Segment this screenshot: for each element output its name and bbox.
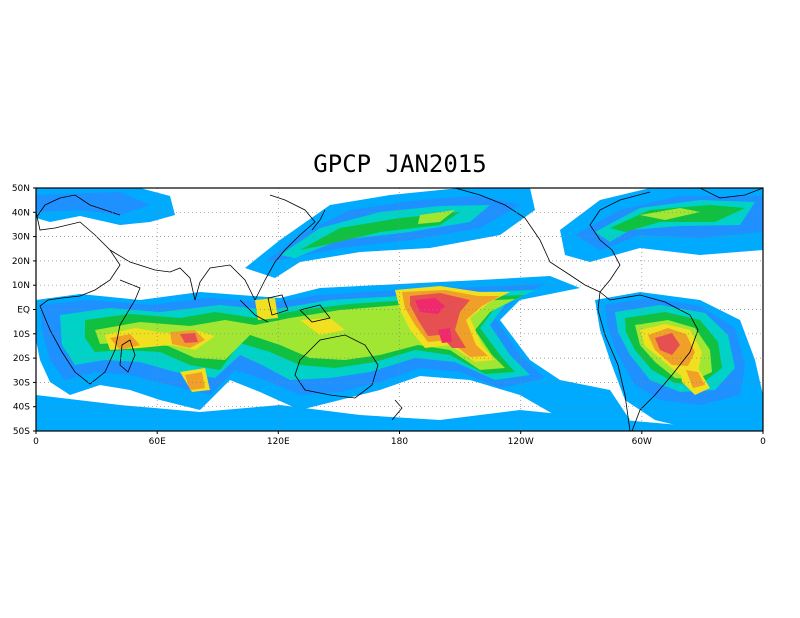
lon-labels: 0 60E 120E 180 120W 60W 0 <box>33 437 766 447</box>
lat-label: 40N <box>12 208 30 218</box>
lon-label: 120W <box>508 437 534 447</box>
lon-label: 120E <box>267 437 290 447</box>
lat-label: 20S <box>13 354 30 364</box>
coastlines <box>36 188 763 431</box>
lat-label: 20N <box>12 257 30 267</box>
lat-label: 50N <box>12 184 30 194</box>
lat-label: 30N <box>12 233 30 243</box>
lat-label: 10N <box>12 281 30 291</box>
graticule <box>36 188 763 431</box>
lat-label: 50S <box>13 427 30 437</box>
lon-label: 0 <box>760 437 766 447</box>
map-title: GPCP JAN2015 <box>313 150 487 178</box>
tick-marks <box>33 187 764 434</box>
lon-label: 0 <box>33 437 39 447</box>
precip-layer-magenta <box>415 298 452 343</box>
lat-labels: 50N 40N 30N 20N 10N EQ 10S 20S 30S 40S 5… <box>12 184 30 437</box>
lat-label: 10S <box>13 330 30 340</box>
lon-label: 180 <box>391 437 408 447</box>
lon-label: 60E <box>149 437 166 447</box>
lat-label: EQ <box>17 306 30 316</box>
lat-label: 40S <box>13 403 30 413</box>
lon-label: 60W <box>632 437 652 447</box>
lat-label: 30S <box>13 378 30 388</box>
